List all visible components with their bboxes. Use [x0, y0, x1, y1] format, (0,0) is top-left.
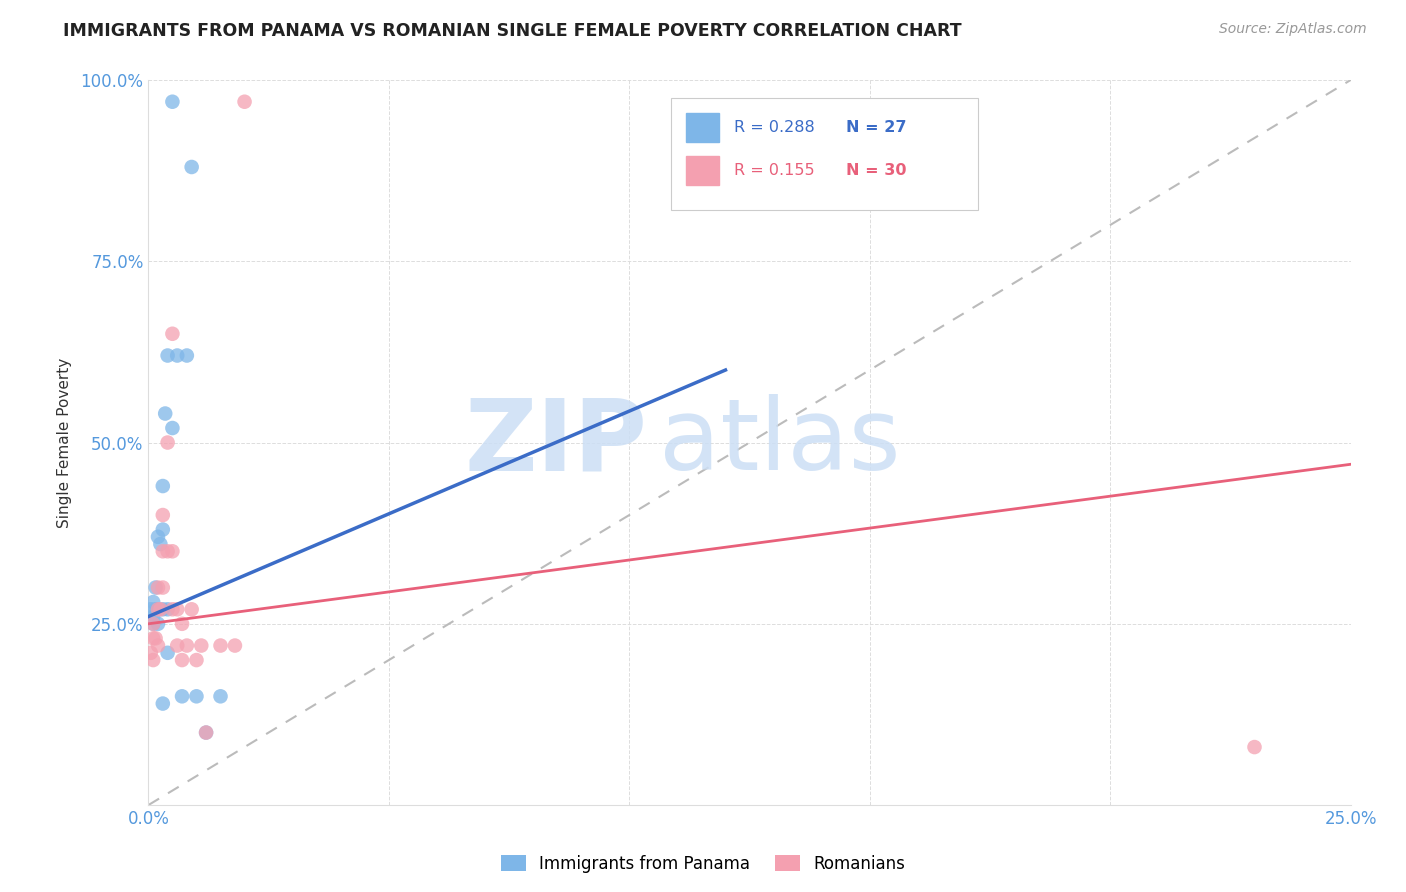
- Point: [186, 653, 208, 667]
- Point: [190, 639, 212, 653]
- Point: [224, 639, 246, 653]
- Point: [180, 602, 202, 616]
- Point: [180, 160, 202, 174]
- Bar: [686, 156, 720, 186]
- Legend: Immigrants from Panama, Romanians: Immigrants from Panama, Romanians: [494, 848, 912, 880]
- Text: atlas: atlas: [659, 394, 901, 491]
- Point: [139, 602, 162, 616]
- Point: [152, 508, 174, 522]
- Point: [149, 602, 172, 616]
- Point: [176, 349, 198, 363]
- Point: [170, 653, 193, 667]
- Point: [156, 349, 179, 363]
- Point: [139, 646, 162, 660]
- Point: [145, 602, 167, 616]
- Point: [170, 690, 193, 704]
- Text: R = 0.288: R = 0.288: [734, 120, 814, 135]
- Text: IMMIGRANTS FROM PANAMA VS ROMANIAN SINGLE FEMALE POVERTY CORRELATION CHART: IMMIGRANTS FROM PANAMA VS ROMANIAN SINGL…: [63, 22, 962, 40]
- Point: [170, 616, 193, 631]
- Text: N = 27: N = 27: [846, 120, 907, 135]
- Point: [209, 690, 232, 704]
- Point: [149, 537, 172, 551]
- Point: [146, 602, 169, 616]
- Point: [152, 523, 174, 537]
- Point: [162, 95, 184, 109]
- Point: [142, 616, 165, 631]
- Point: [209, 639, 232, 653]
- Point: [146, 530, 169, 544]
- Point: [186, 690, 208, 704]
- Point: [145, 581, 167, 595]
- Point: [145, 632, 167, 646]
- Point: [162, 421, 184, 435]
- Point: [166, 639, 188, 653]
- Point: [146, 602, 169, 616]
- Point: [142, 616, 165, 631]
- Point: [142, 653, 165, 667]
- Point: [152, 697, 174, 711]
- Point: [195, 725, 218, 739]
- Point: [156, 602, 179, 616]
- Point: [146, 581, 169, 595]
- Point: [1243, 740, 1265, 755]
- Text: N = 30: N = 30: [846, 163, 907, 178]
- Point: [233, 95, 256, 109]
- Point: [162, 326, 184, 341]
- Point: [142, 609, 165, 624]
- Y-axis label: Single Female Poverty: Single Female Poverty: [58, 358, 72, 528]
- Point: [162, 602, 184, 616]
- Point: [195, 725, 218, 739]
- Text: R = 0.155: R = 0.155: [734, 163, 814, 178]
- Point: [142, 595, 165, 609]
- Point: [156, 544, 179, 558]
- Bar: [686, 112, 720, 142]
- Text: ZIP: ZIP: [464, 394, 647, 491]
- Point: [156, 646, 179, 660]
- Point: [152, 602, 174, 616]
- Point: [152, 544, 174, 558]
- Text: Source: ZipAtlas.com: Source: ZipAtlas.com: [1219, 22, 1367, 37]
- Point: [152, 581, 174, 595]
- Point: [176, 639, 198, 653]
- Point: [162, 544, 184, 558]
- Point: [146, 639, 169, 653]
- Point: [166, 349, 188, 363]
- Point: [156, 435, 179, 450]
- Point: [166, 602, 188, 616]
- Point: [142, 632, 165, 646]
- Point: [146, 616, 169, 631]
- FancyBboxPatch shape: [672, 98, 979, 211]
- Point: [152, 479, 174, 493]
- Point: [155, 407, 177, 421]
